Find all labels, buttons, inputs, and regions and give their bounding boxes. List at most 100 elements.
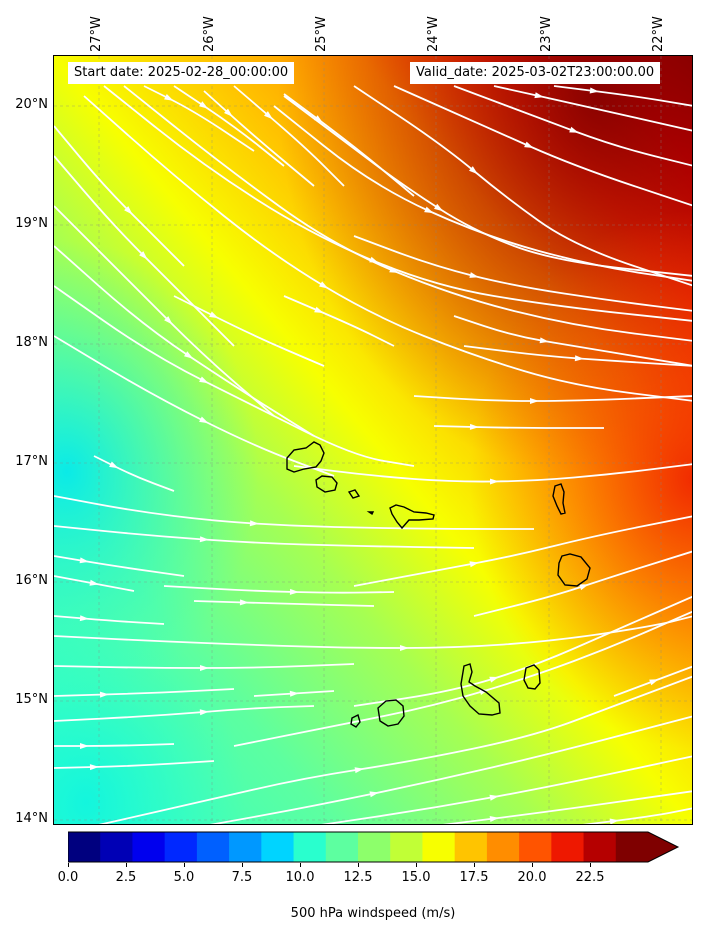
- lat-label-17n: 17°N: [15, 454, 48, 469]
- streamline: [473, 550, 692, 617]
- streamline-arrow: [530, 398, 539, 404]
- streamline-arrow: [289, 588, 299, 595]
- streamline: [233, 610, 692, 747]
- windspeed-east-shading: [54, 56, 692, 824]
- streamline-arrow: [369, 791, 379, 798]
- colorbar-segment: [68, 832, 101, 862]
- colorbar-segment: [261, 832, 295, 862]
- streamline-arrow: [479, 689, 489, 695]
- colorbar-segment: [293, 832, 327, 862]
- island-brava: [350, 713, 361, 728]
- streamline-arrow: [574, 355, 584, 362]
- island-santo-antao: [286, 441, 325, 473]
- valid-date-label: Valid_date: 2025-03-02T23:00:00.00: [410, 62, 661, 84]
- colorbar-tick-label: 10.0: [285, 870, 315, 885]
- streamline: [453, 315, 692, 367]
- lat-label-14n: 14°N: [15, 811, 48, 826]
- streamline: [193, 600, 375, 607]
- island-sao-nicolau: [389, 504, 435, 530]
- streamline-arrow: [489, 816, 499, 822]
- colorbar-segment: [100, 832, 134, 862]
- island-branco: [366, 511, 375, 516]
- streamline-arrow: [289, 690, 299, 697]
- streamline-arrow: [200, 665, 209, 671]
- streamline-arrow: [524, 141, 534, 148]
- colorbar-segment: [519, 832, 552, 862]
- streamline-arrow: [99, 691, 109, 698]
- colorbar-tick-mark: [68, 863, 69, 867]
- colorbar-tick-mark: [184, 863, 185, 867]
- colorbar-tick-label: 15.0: [401, 870, 431, 885]
- lon-label-23w: 23°W: [539, 16, 554, 52]
- colorbar-tick-mark: [532, 863, 533, 867]
- streamline-arrow: [224, 108, 233, 117]
- colorbar-tick-mark: [242, 863, 243, 867]
- streamline: [98, 675, 692, 824]
- island-maio: [523, 664, 541, 690]
- streamline: [54, 663, 355, 669]
- colorbar-tick-mark: [126, 863, 127, 867]
- streamline-arrow: [469, 272, 479, 278]
- streamline: [54, 155, 235, 347]
- colorbar-segment: [551, 832, 585, 862]
- streamline-arrow: [199, 709, 209, 716]
- streamline: [54, 705, 315, 722]
- streamline-arrow: [199, 416, 209, 424]
- wind-field-map: [54, 56, 692, 824]
- island-santa-luzia: [347, 489, 361, 499]
- colorbar-extend-arrow: [648, 832, 678, 862]
- streamline-arrow: [199, 376, 209, 384]
- streamline-arrow: [109, 461, 119, 469]
- streamline-arrow: [424, 206, 434, 214]
- streamline: [283, 95, 692, 277]
- streamline-arrow: [184, 351, 194, 359]
- streamline: [442, 790, 692, 824]
- lat-label-18n: 18°N: [15, 335, 48, 350]
- streamline-arrow: [89, 764, 99, 771]
- colorbar-segment: [486, 832, 520, 862]
- colorbar-segment: [196, 832, 230, 862]
- colorbar-bar: [67, 831, 680, 863]
- colorbar-tick-label: 12.5: [343, 870, 373, 885]
- colorbar: [67, 831, 680, 863]
- streamline-arrow: [164, 316, 173, 325]
- streamline: [54, 615, 692, 649]
- streamline: [54, 205, 275, 417]
- lon-label-25w: 25°W: [314, 16, 329, 52]
- streamline-arrow: [199, 536, 209, 543]
- colorbar-segment: [358, 832, 391, 862]
- colorbar-tick-mark: [358, 863, 359, 867]
- streamline-arrow: [649, 679, 659, 686]
- colorbar-tick-label: 2.5: [115, 870, 137, 885]
- streamline-arrow: [469, 166, 478, 175]
- colorbar-segment: [229, 832, 262, 862]
- streamline: [463, 345, 692, 367]
- streamline-arrow: [79, 557, 89, 564]
- colorbar-tick-label: 5.0: [173, 870, 195, 885]
- lon-label-27w: 27°W: [89, 16, 104, 52]
- streamline-arrow: [489, 676, 499, 683]
- colorbar-tick-label: 17.5: [459, 870, 489, 885]
- streamline-arrow: [490, 478, 499, 485]
- island-santiago: [460, 663, 501, 716]
- streamline-arrow: [80, 743, 89, 749]
- map-panel: [53, 55, 693, 825]
- streamline: [163, 585, 395, 594]
- colorbar-segment: [615, 832, 649, 862]
- streamline-arrow: [314, 115, 323, 123]
- colorbar-segment: [422, 832, 456, 862]
- colorbar-tick-label: 0.0: [57, 870, 79, 885]
- streamline: [321, 755, 692, 824]
- streamline-arrow: [354, 767, 364, 774]
- streamline-arrow: [314, 306, 324, 313]
- streamline-arrow: [569, 126, 579, 133]
- colorbar-segment: [390, 832, 424, 862]
- streamline-arrow: [400, 645, 409, 651]
- streamline: [103, 85, 692, 322]
- streamline: [54, 125, 185, 267]
- colorbar-title: 500 hPa windspeed (m/s): [290, 906, 456, 921]
- start-date-label: Start date: 2025-02-28_00:00:00: [68, 62, 295, 84]
- colorbar-segment: [325, 832, 359, 862]
- island-boa-vista: [557, 553, 591, 587]
- streamline-arrow: [249, 520, 259, 527]
